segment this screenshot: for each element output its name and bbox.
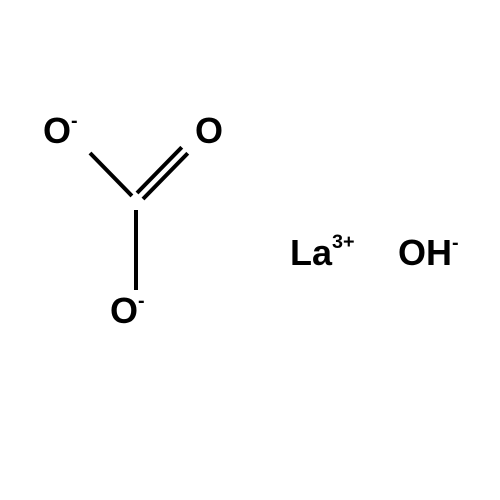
atom-charge: - <box>138 290 144 312</box>
atom-label: La <box>290 232 332 273</box>
atom-label: OH <box>398 232 452 273</box>
atom-o-top-right: O <box>195 110 223 152</box>
molecule-stage: O- O O- La3+ OH- <box>0 0 500 500</box>
atom-label: O <box>43 110 71 151</box>
atom-oh: OH- <box>398 232 458 274</box>
atom-la: La3+ <box>290 232 355 274</box>
atom-o-top-left: O- <box>43 110 77 152</box>
atom-o-bottom: O- <box>110 290 144 332</box>
atom-label: O <box>110 290 138 331</box>
atom-charge: - <box>452 232 458 254</box>
atom-charge: 3+ <box>332 231 355 253</box>
atom-label: O <box>195 110 223 151</box>
atom-charge: - <box>71 110 77 132</box>
